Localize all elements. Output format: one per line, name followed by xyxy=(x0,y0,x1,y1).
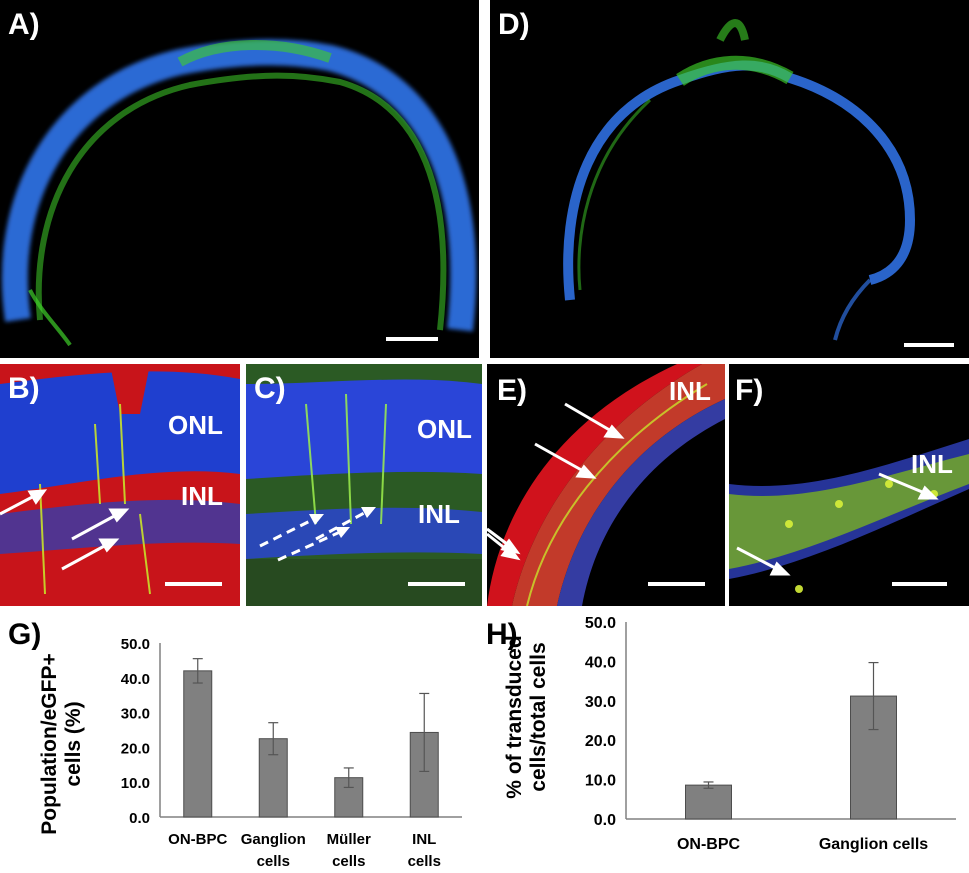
retina-layers-f xyxy=(729,439,969,593)
chart-h: 0.0 10.0 20.0 30.0 40.0 50.0 ON-BPC Ganglion ce… xyxy=(585,615,956,853)
retina-layers-b xyxy=(0,364,240,606)
panel-d-label: D) xyxy=(498,8,530,41)
inl-label: INL xyxy=(669,376,711,406)
panel-f-image: F) INL xyxy=(729,364,969,606)
y-tick-label: 10.0 xyxy=(585,773,616,790)
chart-h-ylabel: % of transduced cells/total cells xyxy=(503,607,555,827)
y-tick-label: 40.0 xyxy=(121,671,150,688)
panel-c-label: C) xyxy=(254,372,286,405)
y-tick-label: 50.0 xyxy=(585,615,616,632)
chart-g-ylabel-line1: Population/eGFP+ xyxy=(38,653,61,835)
scale-bar xyxy=(904,343,954,347)
chart-g-ylabel: Population/eGFP+ cells (%) xyxy=(38,634,90,854)
x-category-label: cells xyxy=(332,853,365,870)
onl-label: ONL xyxy=(417,414,472,444)
panel-f-label: F) xyxy=(735,374,764,407)
retina-section-d xyxy=(563,19,916,341)
x-category-label: cells xyxy=(257,853,290,870)
chart-h-ylabel-line1: % of transduced xyxy=(503,635,526,799)
chart-g: 0.0 10.0 20.0 30.0 40.0 50.0 ON-BPC Ganglion cel… xyxy=(121,636,462,870)
panel-e-image: E) INL xyxy=(487,364,725,606)
panel-e-label: E) xyxy=(497,374,527,407)
panel-c-image: C) ONL INL xyxy=(246,364,482,606)
y-tick-label: 10.0 xyxy=(121,775,150,792)
chart-g-label: G) xyxy=(8,618,42,651)
y-tick-label: 0.0 xyxy=(129,810,150,827)
scale-bar xyxy=(408,582,465,586)
y-tick-label: 20.0 xyxy=(585,733,616,750)
retina-layers-c xyxy=(246,364,482,606)
chart-h-label: H) xyxy=(486,618,518,651)
inl-label: INL xyxy=(181,481,223,511)
onl-label: ONL xyxy=(168,410,223,440)
panel-b-label: B) xyxy=(8,372,40,405)
x-category-label: Müller xyxy=(327,831,371,848)
x-category-label: Ganglion cells xyxy=(819,836,928,853)
retina-layers-e xyxy=(487,364,725,606)
retina-section-a xyxy=(1,39,477,347)
x-category-label: cells xyxy=(408,853,441,870)
chart-g-ylabel-line2: cells (%) xyxy=(62,701,86,787)
scale-bar xyxy=(386,337,438,341)
panel-a-label: A) xyxy=(8,8,40,41)
scale-bar xyxy=(648,582,705,586)
panel-d-image: D) xyxy=(490,0,969,358)
x-category-label: INL xyxy=(412,831,436,848)
y-tick-label: 30.0 xyxy=(585,694,616,711)
y-tick-label: 40.0 xyxy=(585,654,616,671)
y-tick-label: 50.0 xyxy=(121,636,150,653)
x-category-label: ON-BPC xyxy=(168,831,227,848)
bar xyxy=(685,784,732,820)
y-tick-label: 20.0 xyxy=(121,740,150,757)
panel-a-image: A) xyxy=(0,0,479,358)
y-tick-label: 30.0 xyxy=(121,706,150,723)
inl-label: INL xyxy=(418,499,460,529)
scale-bar xyxy=(892,582,947,586)
scale-bar xyxy=(165,582,222,586)
chart-h-ylabel-line2: cells/total cells xyxy=(527,642,551,792)
panel-b-image: B) ONL INL xyxy=(0,364,240,606)
inl-label: INL xyxy=(911,449,953,479)
x-category-label: Ganglion xyxy=(241,831,306,848)
bar xyxy=(183,670,213,818)
x-category-label: ON-BPC xyxy=(677,836,741,853)
y-tick-label: 0.0 xyxy=(594,812,616,829)
